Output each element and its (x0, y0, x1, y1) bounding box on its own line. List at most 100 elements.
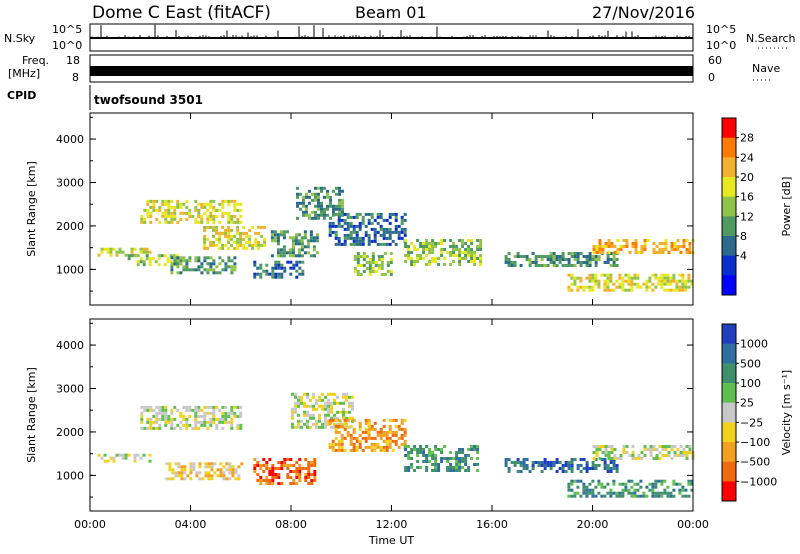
data-cell (630, 279, 634, 283)
data-cell (407, 454, 411, 457)
data-cell (231, 468, 235, 472)
data-cell (449, 251, 453, 254)
data-cell (230, 199, 234, 203)
data-cell (616, 251, 620, 254)
data-cell (242, 225, 246, 229)
data-cell (133, 247, 137, 251)
data-cell (476, 457, 480, 460)
data-cell (224, 211, 228, 215)
data-cell (663, 273, 667, 277)
data-cell (663, 479, 667, 483)
data-cell (152, 202, 156, 206)
data-cell (233, 268, 237, 272)
data-cell (564, 470, 568, 473)
data-cell (321, 422, 324, 426)
data-cell (164, 417, 168, 421)
data-cell (431, 251, 435, 254)
data-cell (600, 482, 604, 486)
data-cell (394, 242, 398, 246)
data-cell (630, 282, 634, 286)
data-cell (242, 231, 246, 235)
data-cell (189, 477, 193, 481)
data-cell (164, 214, 168, 218)
data-cell (212, 411, 216, 415)
data-cell (670, 248, 674, 251)
data-cell (185, 417, 189, 421)
data-cell (676, 248, 680, 251)
data-cell (260, 225, 264, 229)
data-cell (528, 261, 532, 264)
data-cell (352, 215, 356, 219)
data-cell (182, 268, 186, 272)
data-cell (274, 476, 278, 479)
data-cell (297, 401, 300, 405)
data-cell (598, 457, 602, 460)
freq-tick-bottom: 8 (72, 71, 79, 84)
data-cell (335, 186, 338, 190)
data-cell (397, 236, 401, 240)
data-cell (291, 413, 294, 417)
data-cell (467, 251, 471, 254)
data-cell (301, 272, 305, 276)
data-cell (684, 279, 688, 283)
data-cell (394, 430, 398, 434)
data-cell (227, 211, 231, 215)
data-cell (382, 230, 386, 234)
data-cell (323, 195, 326, 199)
data-cell (230, 243, 234, 247)
x-axis-label: Time UT (368, 534, 414, 547)
data-cell (346, 430, 350, 434)
data-cell (164, 217, 168, 221)
data-cell (579, 458, 583, 461)
data-cell (690, 488, 694, 492)
data-cell (215, 214, 219, 218)
data-cell (585, 470, 589, 473)
data-cell (308, 189, 311, 193)
data-cell (276, 254, 280, 258)
data-cell (621, 276, 625, 280)
data-cell (236, 405, 240, 409)
data-cell (397, 224, 401, 228)
data-cell (227, 199, 231, 203)
data-cell (212, 268, 216, 272)
data-cell (645, 485, 649, 489)
data-cell (233, 246, 237, 250)
colorbar-segment (722, 255, 736, 276)
data-cell (604, 451, 608, 454)
data-cell (419, 257, 423, 260)
data-cell (403, 212, 407, 216)
data-cell (343, 227, 347, 231)
data-cell (218, 237, 222, 241)
data-cell (633, 276, 637, 280)
data-cell (588, 273, 592, 277)
data-cell (364, 427, 368, 431)
data-cell (356, 258, 360, 261)
data-cell (567, 467, 571, 470)
data-cell (630, 491, 634, 495)
data-cell (224, 228, 228, 232)
data-cell (364, 445, 368, 449)
data-cell (370, 427, 374, 431)
data-cell (203, 234, 207, 238)
data-cell (643, 248, 647, 251)
data-cell (142, 247, 146, 251)
data-cell (203, 202, 207, 206)
data-cell (676, 245, 680, 248)
data-cell (161, 202, 165, 206)
data-cell (594, 276, 598, 280)
data-cell (324, 419, 327, 423)
data-cell (425, 469, 429, 472)
data-cell (615, 285, 619, 289)
data-cell (446, 466, 450, 469)
data-cell (688, 242, 692, 245)
data-cell (161, 199, 165, 203)
data-cell (300, 245, 304, 249)
data-cell (531, 252, 535, 255)
data-cell (607, 242, 611, 245)
data-cell (382, 433, 386, 437)
data-cell (642, 494, 646, 498)
data-cell (385, 439, 389, 443)
data-cell (200, 214, 204, 218)
data-cell (373, 236, 377, 240)
data-cell (664, 454, 668, 457)
